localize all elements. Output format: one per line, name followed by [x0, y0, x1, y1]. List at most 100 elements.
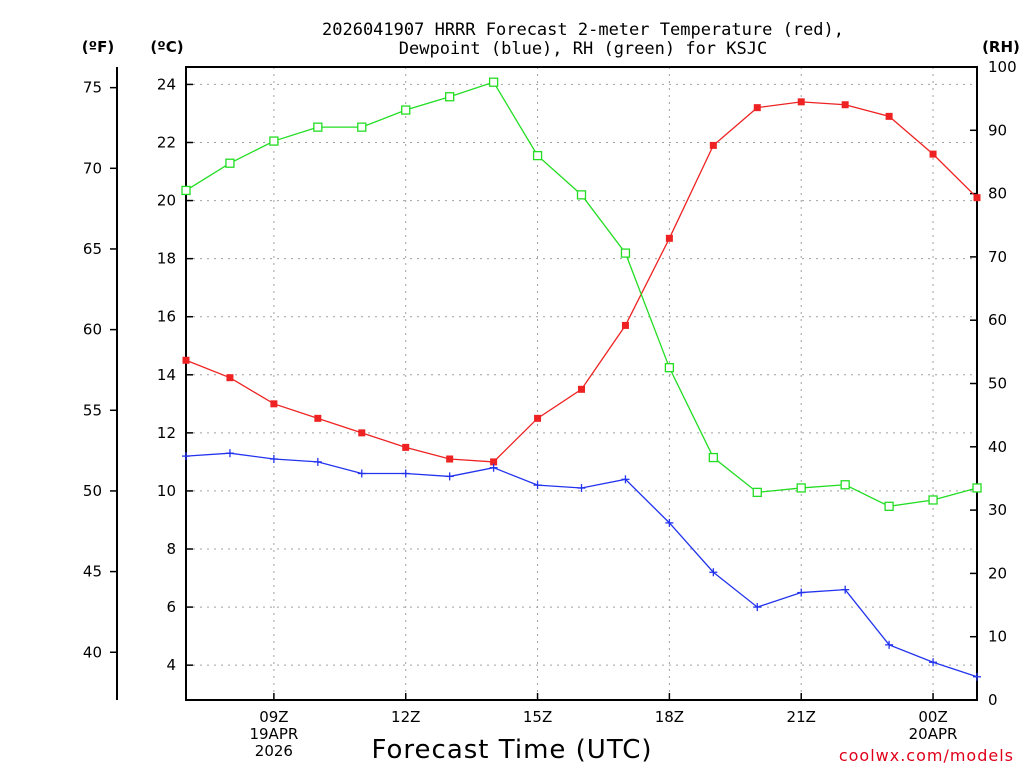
- rh-point: [488, 77, 499, 87]
- rh-point: [840, 480, 850, 490]
- fahrenheit-axis-unit: (ºF): [82, 38, 114, 56]
- fahrenheit-tick-label: 70: [83, 159, 102, 177]
- rh-point: [796, 483, 806, 493]
- celsius-tick-label: 6: [166, 598, 176, 616]
- dewpoint-point: [841, 585, 850, 594]
- fahrenheit-tick-label: 40: [83, 643, 102, 661]
- x-tick-label: 12Z: [391, 708, 420, 726]
- x-tick-label: 09Z: [259, 708, 288, 726]
- celsius-tick-label: 12: [157, 424, 176, 442]
- celsius-tick-label: 18: [157, 250, 176, 268]
- temperature-point: [314, 414, 322, 422]
- rh-tick-label: 10: [988, 628, 1007, 646]
- dewpoint-point: [885, 640, 894, 649]
- temperature-point: [929, 150, 937, 158]
- chart-title-line1: 2026041907 HRRR Forecast 2-meter Tempera…: [322, 20, 844, 40]
- fahrenheit-tick-label: 55: [83, 401, 102, 419]
- source-credit: coolwx.com/models: [839, 746, 1014, 765]
- rh-point: [313, 122, 323, 132]
- temperature-point: [973, 194, 981, 202]
- dewpoint-point: [929, 658, 938, 667]
- x-tick-label: 00Z: [918, 708, 947, 726]
- axes: 4 6 8 10 12 14 16 18 20 22 24 40 45 50 55 60 65 70 75 0 10 20…: [83, 58, 1017, 760]
- x-tick-label: 15Z: [523, 708, 552, 726]
- fahrenheit-tick-label: 60: [83, 321, 102, 339]
- rh-point: [401, 105, 411, 115]
- dewpoint-point: [753, 603, 762, 612]
- rh-point: [225, 158, 235, 168]
- rh-tick-label: 70: [988, 248, 1007, 266]
- x-tick-label: 20APR: [909, 725, 958, 743]
- dewpoint-point: [577, 484, 586, 493]
- x-tick-label: 19APR: [249, 725, 298, 743]
- x-axis-label: Forecast Time (UTC): [371, 735, 652, 765]
- rh-tick-label: 90: [988, 121, 1007, 139]
- rh-point: [181, 185, 191, 196]
- rh-point: [269, 136, 279, 146]
- dewpoint-point: [665, 518, 674, 527]
- x-tick-label: 2026: [255, 742, 293, 760]
- temperature-point: [446, 455, 454, 463]
- x-tick-label: 18Z: [655, 708, 684, 726]
- temperature-point: [797, 98, 805, 106]
- temperature-point: [709, 141, 717, 149]
- temperature-point: [490, 458, 498, 466]
- temperature-line: [185, 101, 978, 463]
- dewpoint-point: [401, 469, 410, 478]
- grid-lines: [186, 67, 977, 700]
- fahrenheit-tick-label: 75: [83, 79, 102, 97]
- plot-frame: [185, 66, 978, 701]
- temperature-point: [270, 400, 278, 408]
- fahrenheit-tick-label: 50: [83, 482, 102, 500]
- temperature-point: [621, 321, 629, 329]
- rh-point: [357, 122, 367, 132]
- rh-point: [928, 495, 938, 505]
- dewpoint-point: [445, 472, 454, 481]
- rh-tick-label: 0: [988, 691, 998, 709]
- rh-tick-label: 40: [988, 438, 1007, 456]
- rh-point: [664, 363, 675, 373]
- rh-tick-label: 60: [988, 311, 1007, 329]
- rh-point: [576, 190, 587, 200]
- celsius-tick-label: 16: [157, 308, 176, 326]
- x-tick-label: 21Z: [787, 708, 816, 726]
- rh-tick-label: 30: [988, 501, 1007, 519]
- temperature-point: [226, 374, 234, 382]
- rh-point: [532, 150, 543, 161]
- dewpoint-point: [182, 452, 190, 461]
- celsius-tick-label: 4: [166, 656, 176, 674]
- rh-point: [752, 487, 762, 498]
- temperature-point: [534, 414, 542, 422]
- dewpoint-point: [533, 481, 542, 490]
- temperature-point: [841, 101, 849, 109]
- rh-point: [445, 92, 455, 102]
- temperature-point: [402, 443, 410, 451]
- fahrenheit-tick-label: 45: [83, 563, 102, 581]
- temperature-point: [358, 429, 366, 437]
- rh-tick-label: 50: [988, 375, 1007, 393]
- celsius-axis-unit: (ºC): [150, 38, 183, 56]
- rh-point: [708, 452, 718, 463]
- temperature-point: [885, 112, 893, 120]
- fahrenheit-tick-label: 65: [83, 240, 102, 258]
- temperature-point: [665, 234, 673, 242]
- series-layer: [181, 77, 982, 681]
- temperature-point: [753, 104, 761, 112]
- rh-axis-unit: (RH): [982, 38, 1020, 56]
- dewpoint-point: [973, 672, 981, 681]
- temperature-point: [578, 385, 585, 393]
- celsius-tick-label: 8: [166, 540, 176, 558]
- dewpoint-point: [797, 588, 806, 597]
- celsius-tick-label: 20: [157, 192, 176, 210]
- rh-point: [620, 248, 631, 258]
- dewpoint-point: [357, 469, 366, 478]
- dewpoint-point: [313, 457, 322, 466]
- rh-point: [972, 483, 982, 493]
- dewpoint-point: [489, 463, 498, 472]
- celsius-tick-label: 22: [157, 133, 176, 151]
- rh-point: [884, 501, 894, 511]
- dewpoint-point: [709, 568, 718, 577]
- dewpoint-point: [621, 475, 630, 484]
- rh-tick-label: 100: [988, 58, 1017, 76]
- chart-title-line2: Dewpoint (blue), RH (green) for KSJC: [399, 39, 767, 59]
